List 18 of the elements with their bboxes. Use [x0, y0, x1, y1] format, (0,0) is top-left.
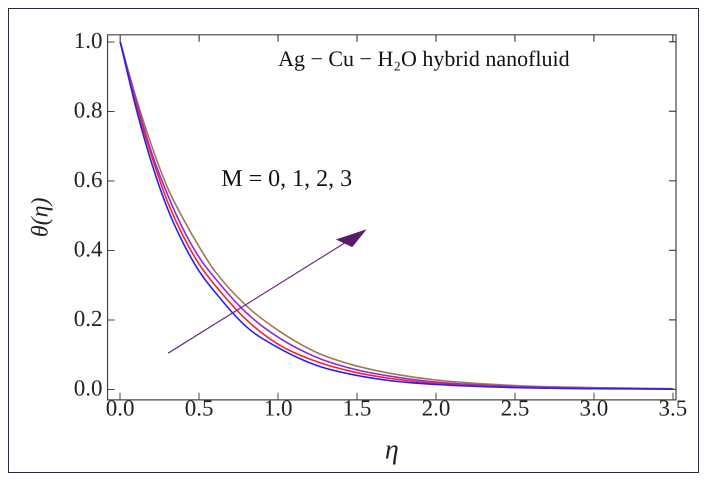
- x-tick-label: 0.0: [106, 396, 135, 421]
- x-tick-label: 3.0: [580, 396, 608, 421]
- y-tick-label: 0.4: [74, 236, 104, 262]
- y-tick-label: 0.6: [74, 166, 103, 192]
- y-tick-label: 0.0: [74, 375, 103, 400]
- x-axis-title: η: [384, 434, 399, 466]
- x-tick-label: 2.0: [422, 396, 450, 421]
- y-axis-title: θ(η): [28, 197, 54, 238]
- y-tick-label: 0.2: [74, 306, 103, 331]
- annotation: M = 0, 1, 2, 3: [221, 166, 352, 194]
- x-tick-label: 0.5: [184, 396, 214, 421]
- x-tick-label: 3.5: [658, 396, 688, 421]
- y-tick-label: 1.0: [74, 28, 103, 53]
- x-tick-label: 1.5: [342, 396, 372, 421]
- y-tick-label: 0.8: [74, 97, 103, 122]
- x-tick-label: 2.5: [500, 396, 530, 421]
- x-tick-label: 1.0: [264, 396, 292, 421]
- annotation: Ag − Cu − H₂O hybrid nanofluid: [278, 46, 570, 72]
